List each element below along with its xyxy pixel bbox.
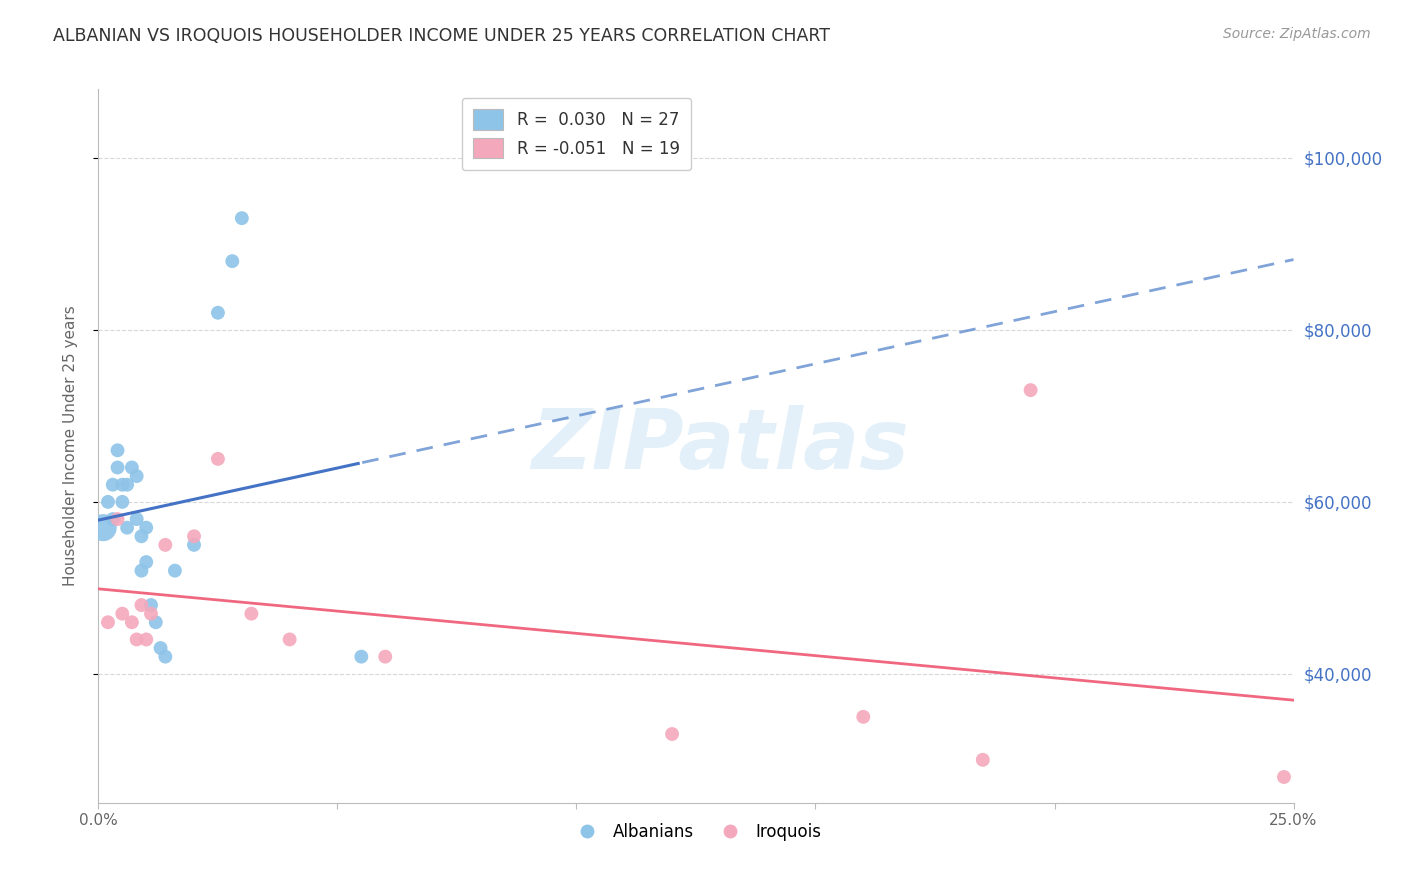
Text: ZIPatlas: ZIPatlas <box>531 406 908 486</box>
Point <box>135 555 157 569</box>
Point <box>1019 383 1042 397</box>
Point <box>278 632 301 647</box>
Point <box>139 607 162 621</box>
Point <box>139 598 162 612</box>
Point <box>121 615 143 630</box>
Point <box>135 632 157 647</box>
Point <box>231 211 253 226</box>
Point <box>163 564 186 578</box>
Text: Source: ZipAtlas.com: Source: ZipAtlas.com <box>1223 27 1371 41</box>
Point <box>155 649 177 664</box>
Point <box>91 521 114 535</box>
Point <box>101 512 124 526</box>
Point <box>207 451 229 466</box>
Point <box>852 710 875 724</box>
Point <box>115 477 138 491</box>
Point <box>121 460 143 475</box>
Point <box>111 495 134 509</box>
Point <box>661 727 683 741</box>
Point <box>221 254 243 268</box>
Text: ALBANIAN VS IROQUOIS HOUSEHOLDER INCOME UNDER 25 YEARS CORRELATION CHART: ALBANIAN VS IROQUOIS HOUSEHOLDER INCOME … <box>53 27 831 45</box>
Point <box>374 649 396 664</box>
Point <box>131 529 153 543</box>
Point <box>97 495 120 509</box>
Point <box>101 477 124 491</box>
Point <box>111 607 134 621</box>
Point <box>125 469 148 483</box>
Point <box>111 477 134 491</box>
Point <box>131 598 153 612</box>
Point <box>207 306 229 320</box>
Point <box>240 607 263 621</box>
Legend: Albanians, Iroquois: Albanians, Iroquois <box>564 817 828 848</box>
Point <box>131 564 153 578</box>
Point <box>115 521 138 535</box>
Point <box>350 649 373 664</box>
Point <box>972 753 994 767</box>
Point <box>183 529 205 543</box>
Point <box>107 443 129 458</box>
Point <box>97 615 120 630</box>
Point <box>149 641 172 656</box>
Point <box>135 521 157 535</box>
Point <box>155 538 177 552</box>
Point <box>145 615 167 630</box>
Point <box>125 632 148 647</box>
Point <box>107 512 129 526</box>
Point <box>107 460 129 475</box>
Point <box>1272 770 1295 784</box>
Point <box>183 538 205 552</box>
Point <box>125 512 148 526</box>
Y-axis label: Householder Income Under 25 years: Householder Income Under 25 years <box>63 306 77 586</box>
